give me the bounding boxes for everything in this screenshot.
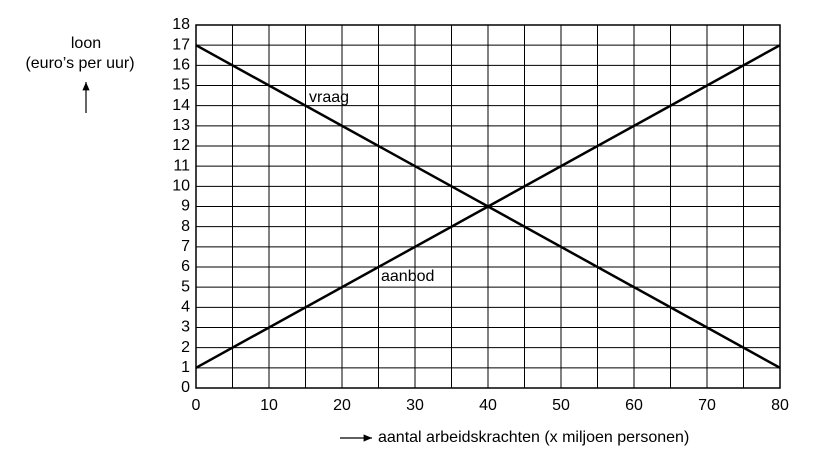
y-axis-label: (euro’s per uur): [25, 55, 134, 72]
x-tick-label: 60: [625, 397, 643, 414]
series-label: aanbod: [381, 268, 434, 285]
y-tick-label: 14: [172, 97, 190, 114]
y-tick-label: 1: [181, 359, 190, 376]
x-tick-label: 80: [771, 397, 789, 414]
x-tick-label: 20: [333, 397, 351, 414]
y-tick-label: 16: [172, 57, 190, 74]
y-tick-label: 2: [181, 339, 190, 356]
plot-border: [195, 24, 781, 389]
y-tick-label: 15: [172, 77, 190, 94]
y-axis-label: loon: [71, 35, 101, 52]
x-tick-label: 70: [698, 397, 716, 414]
y-tick-label: 17: [172, 36, 190, 53]
data-line: [195, 44, 781, 369]
y-tick-label: 9: [181, 198, 190, 215]
y-tick-label: 8: [181, 218, 190, 235]
y-tick-label: 7: [181, 238, 190, 255]
series-label: vraag: [309, 89, 349, 106]
x-tick-label: 0: [192, 397, 201, 414]
y-tick-label: 12: [172, 137, 190, 154]
x-tick-label: 10: [260, 397, 278, 414]
y-tick-label: 11: [173, 157, 190, 174]
y-tick-label: 10: [172, 178, 190, 195]
x-tick-label: 40: [479, 397, 497, 414]
y-tick-label: 5: [181, 278, 190, 295]
y-tick-label: 18: [172, 16, 190, 33]
x-axis-label: aantal arbeidskrachten (x miljoen person…: [378, 429, 689, 446]
y-tick-label: 3: [181, 319, 190, 336]
y-tick-label: 4: [181, 299, 190, 316]
y-tick-label: 0: [181, 379, 190, 396]
x-tick-label: 50: [552, 397, 570, 414]
y-tick-label: 6: [181, 258, 190, 275]
x-tick-label: 30: [406, 397, 424, 414]
y-tick-label: 13: [172, 117, 190, 134]
